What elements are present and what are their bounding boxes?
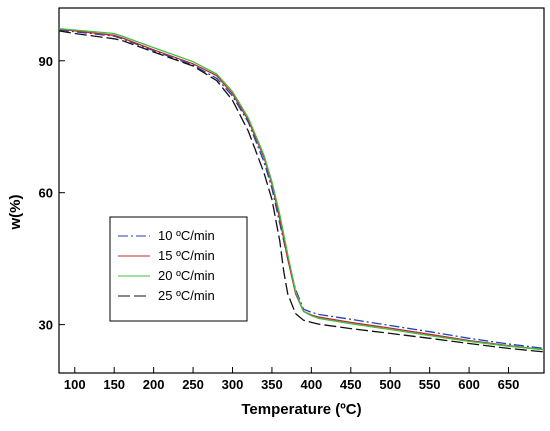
x-tick-label: 250: [182, 377, 204, 392]
legend-items: 10 ºC/min 15 ºC/min 20 ºC/min 25 ºC/min: [118, 228, 215, 303]
y-tick-label: 60: [39, 186, 53, 201]
x-tick-label: 350: [261, 377, 283, 392]
legend-label: 10 ºC/min: [158, 228, 215, 243]
y-tick-label: 30: [39, 318, 53, 333]
x-tick-label: 450: [340, 377, 362, 392]
x-tick-label: 100: [64, 377, 86, 392]
series-line-3: [58, 28, 545, 351]
series-line-1: [58, 29, 545, 350]
series-line-4: [58, 30, 545, 353]
legend-label: 20 ºC/min: [158, 268, 215, 283]
legend: 10 ºC/min 15 ºC/min 20 ºC/min 25 ºC/min: [109, 216, 248, 322]
y-axis-title: w(%): [7, 195, 24, 231]
y-axis-ticks: 30 60 90: [39, 54, 65, 333]
series-line-2: [58, 28, 545, 351]
x-tick-label: 500: [379, 377, 401, 392]
x-tick-label: 300: [222, 377, 244, 392]
x-tick-label: 600: [458, 377, 480, 392]
plot-frame: [58, 7, 545, 374]
y-tick-label: 90: [39, 54, 53, 69]
x-tick-label: 650: [498, 377, 520, 392]
legend-box: [109, 216, 248, 322]
x-axis-title: Temperature (ºC): [241, 401, 361, 418]
x-tick-label: 550: [419, 377, 441, 392]
legend-label: 25 ºC/min: [158, 288, 215, 303]
x-tick-label: 200: [143, 377, 165, 392]
x-tick-label: 150: [103, 377, 125, 392]
x-tick-label: 400: [301, 377, 323, 392]
legend-label: 15 ºC/min: [158, 248, 215, 263]
x-axis-ticks: 100 150 200 250 300 350 400 450 500 550 600 650: [64, 367, 519, 392]
series-lines: [58, 28, 545, 353]
